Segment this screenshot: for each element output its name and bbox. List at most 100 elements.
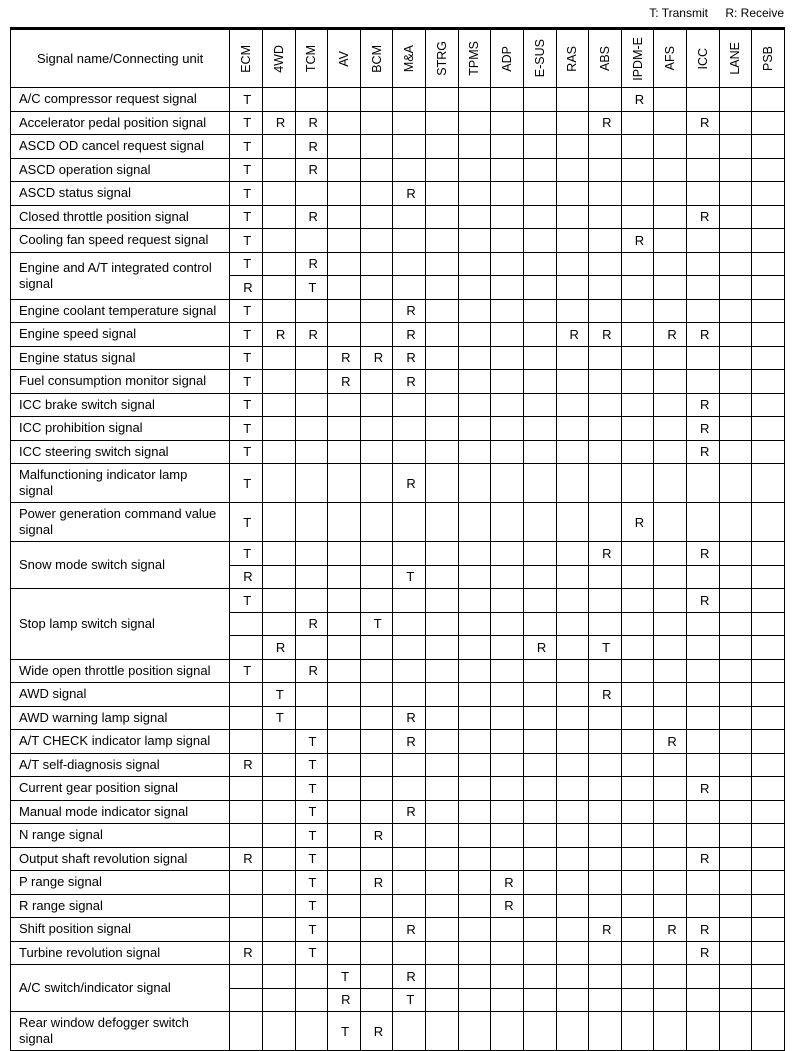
signal-cell <box>751 345 785 370</box>
signal-cell <box>457 541 492 566</box>
signal-cell: R <box>686 846 720 871</box>
signal-cell <box>425 369 459 394</box>
signal-cell <box>425 134 459 159</box>
signal-cell <box>555 392 590 417</box>
signal-cell: R <box>686 917 720 942</box>
signal-cell <box>294 181 329 206</box>
column-header-av: AV <box>327 28 361 88</box>
signal-cell: T <box>229 134 263 159</box>
signal-cell <box>425 564 459 589</box>
signal-cell <box>425 541 459 566</box>
signal-name: Manual mode indicator signal <box>9 799 231 824</box>
signal-cell <box>653 870 687 895</box>
signal-cell: R <box>229 275 263 300</box>
signal-cell <box>457 658 492 683</box>
signal-cell <box>522 416 557 441</box>
signal-cell <box>751 846 785 871</box>
signal-cell: R <box>327 987 361 1012</box>
signal-name: Closed throttle position signal <box>9 204 231 229</box>
legend-transmit: T: Transmit <box>649 6 708 20</box>
signal-cell <box>490 729 524 754</box>
signal-cell: R <box>392 964 426 989</box>
signal-cell <box>327 251 361 276</box>
signal-cell <box>653 416 687 441</box>
signal-cell <box>555 369 590 394</box>
signal-cell <box>359 682 394 707</box>
column-header-label: ABS <box>597 45 612 71</box>
signal-cell <box>620 275 655 300</box>
signal-cell <box>457 611 492 636</box>
signal-cell <box>229 776 263 801</box>
signal-cell <box>294 298 329 323</box>
signal-name: Engine speed signal <box>9 322 231 347</box>
signal-cell <box>490 846 524 871</box>
signal-cell <box>359 987 394 1012</box>
column-header-label: LANE <box>728 42 743 75</box>
signal-cell <box>457 564 492 589</box>
signal-cell <box>522 705 557 730</box>
signal-cell <box>718 87 753 112</box>
signal-cell: R <box>359 870 394 895</box>
signal-cell <box>490 251 524 276</box>
signal-cell <box>686 369 720 394</box>
signal-cell <box>457 940 492 965</box>
signal-cell <box>425 228 459 253</box>
signal-cell <box>751 322 785 347</box>
signal-name: A/T CHECK indicator lamp signal <box>9 729 231 754</box>
table-row: R range signal T R <box>9 893 785 918</box>
signal-cell <box>588 392 622 417</box>
signal-cell <box>392 251 426 276</box>
signal-cell <box>327 134 361 159</box>
signal-cell <box>490 1011 524 1051</box>
signal-cell <box>294 964 329 989</box>
signal-cell: R <box>686 776 720 801</box>
signal-cell <box>327 564 361 589</box>
signal-cell <box>425 251 459 276</box>
signal-cell <box>653 940 687 965</box>
signal-cell <box>261 134 296 159</box>
signal-cell <box>261 964 296 989</box>
signal-cell: R <box>294 110 329 135</box>
signal-cell <box>327 611 361 636</box>
signal-cell <box>457 776 492 801</box>
signal-cell <box>359 87 394 112</box>
signal-cell <box>522 729 557 754</box>
signal-name: Rear window defogger switch signal <box>9 1011 231 1051</box>
signal-cell <box>457 502 492 542</box>
signal-cell: T <box>359 611 394 636</box>
signal-cell <box>653 823 687 848</box>
column-header-afs: AFS <box>653 28 687 88</box>
signal-cell <box>327 228 361 253</box>
signal-name: Current gear position signal <box>9 776 231 801</box>
signal-cell <box>457 823 492 848</box>
signal-cell <box>392 940 426 965</box>
signal-cell <box>294 87 329 112</box>
signal-cell <box>229 705 263 730</box>
signal-cell <box>718 940 753 965</box>
signal-cell <box>522 181 557 206</box>
column-header-label: E-SUS <box>532 39 547 78</box>
signal-cell <box>490 776 524 801</box>
table-row: Engine and A/T integrated control signal… <box>9 251 785 300</box>
column-header-icc: ICC <box>686 28 720 88</box>
column-header-label: ADP <box>500 45 515 72</box>
table-row: Shift position signal T R R R R <box>9 917 785 942</box>
signal-cell <box>620 940 655 965</box>
signal-cell <box>588 345 622 370</box>
signal-cell <box>718 541 753 566</box>
signal-cell <box>555 181 590 206</box>
signal-cell <box>555 275 590 300</box>
signal-cell: R <box>359 345 394 370</box>
column-header-label: STRG <box>434 41 449 76</box>
signal-cell <box>392 870 426 895</box>
signal-cell <box>718 251 753 276</box>
signal-cell <box>425 392 459 417</box>
signal-cell <box>294 502 329 542</box>
signal-cell <box>457 439 492 464</box>
signal-cell <box>490 439 524 464</box>
signal-cell <box>620 893 655 918</box>
signal-cell <box>620 134 655 159</box>
column-header-label: IPDM-E <box>630 36 645 81</box>
signal-cell <box>327 682 361 707</box>
signal-name: Output shaft revolution signal <box>9 846 231 871</box>
